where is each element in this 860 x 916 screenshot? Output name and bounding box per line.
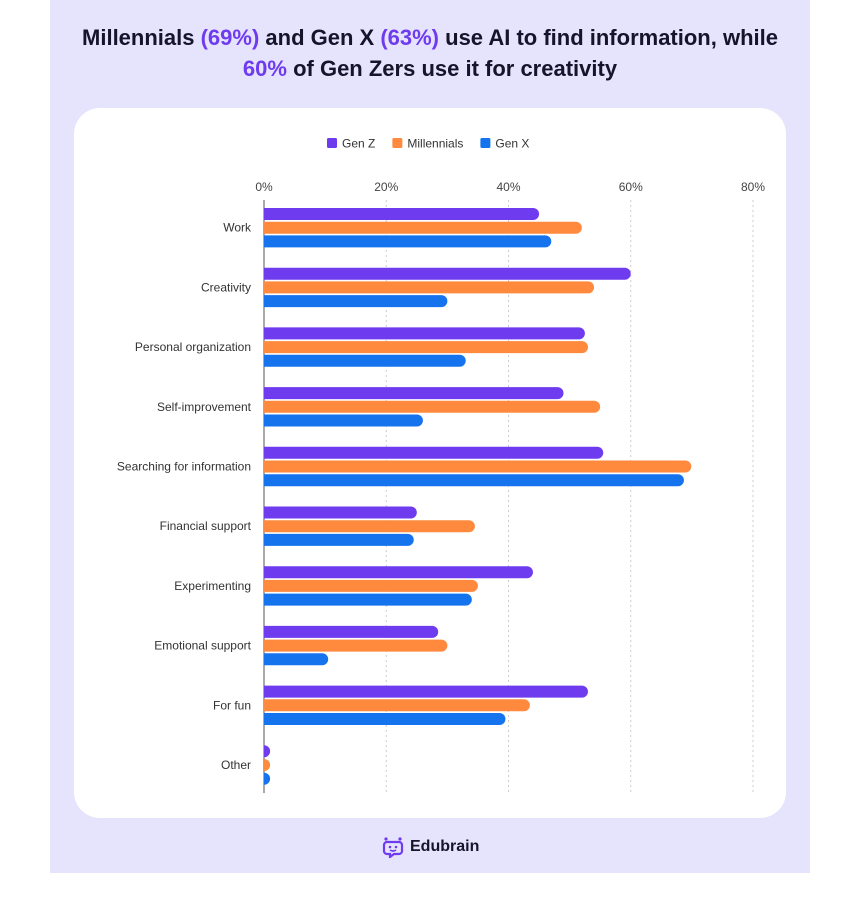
legend-swatch <box>392 138 403 148</box>
bar-millennials <box>264 520 475 533</box>
x-tick-label: 20% <box>374 180 398 194</box>
category-label: Financial support <box>160 519 252 533</box>
bar-gen-z <box>264 208 540 220</box>
legend-label: Gen X <box>495 137 529 151</box>
bar-gen-x <box>264 772 271 785</box>
title-text: and Gen X <box>259 25 381 50</box>
bar-gen-z <box>264 685 588 698</box>
chart-title: Millennials (69%) and Gen X (63%) use AI… <box>50 22 810 84</box>
category-label: Searching for information <box>117 460 251 474</box>
bar-gen-x <box>264 354 466 367</box>
bar-millennials <box>264 341 588 354</box>
title-highlight: (63%) <box>380 25 440 50</box>
bar-millennials <box>264 759 271 771</box>
legend-label: Gen Z <box>342 137 375 151</box>
bar-gen-x <box>264 414 423 427</box>
bar-gen-z <box>264 387 564 400</box>
legend-swatch <box>327 138 337 148</box>
title-text: of Gen Zers use it for creativity <box>286 56 618 81</box>
bar-millennials <box>264 281 595 294</box>
x-tick-label: 60% <box>619 180 643 194</box>
legend-label: Millennials <box>407 137 463 151</box>
category-label: Work <box>223 221 252 235</box>
title-highlight: 60% <box>242 56 287 81</box>
legend-swatch <box>480 138 491 148</box>
category-label: Creativity <box>201 280 251 294</box>
title-highlight: (69%) <box>200 25 260 50</box>
bar-millennials <box>264 460 692 473</box>
bar-gen-x <box>264 653 329 666</box>
bar-millennials <box>263 221 582 234</box>
bar-millennials <box>264 579 478 592</box>
robot-chat-icon <box>382 837 404 858</box>
bar-gen-z <box>264 566 533 579</box>
bar-gen-z <box>264 267 631 280</box>
bar-gen-x <box>263 474 684 487</box>
category-label: Experimenting <box>174 579 251 593</box>
category-label: Other <box>221 758 251 772</box>
bar-gen-x <box>264 533 414 546</box>
bar-gen-z <box>264 446 604 459</box>
bar-gen-x <box>264 593 472 606</box>
bar-millennials <box>264 699 530 712</box>
category-label: Self-improvement <box>157 400 252 414</box>
title-text: use AI to find information, while <box>439 25 778 50</box>
x-tick-label: 0% <box>255 180 273 194</box>
bar-gen-z <box>264 506 417 519</box>
bar-gen-x <box>263 235 552 248</box>
bar-gen-z <box>264 625 439 638</box>
bar-gen-z <box>264 327 585 340</box>
category-label: Emotional support <box>154 639 251 653</box>
category-label: Personal organization <box>135 340 251 354</box>
bar-gen-x <box>264 713 506 725</box>
x-tick-label: 80% <box>741 180 765 194</box>
bar-gen-x <box>264 295 448 308</box>
x-tick-label: 40% <box>496 180 520 194</box>
brand-logo: Edubrain <box>382 836 479 858</box>
bar-gen-z <box>264 745 271 758</box>
bar-millennials <box>264 400 601 413</box>
category-label: For fun <box>213 698 251 712</box>
title-text: Millennials <box>82 25 201 50</box>
bar-millennials <box>264 639 448 652</box>
brand-name: Edubrain <box>410 838 480 855</box>
